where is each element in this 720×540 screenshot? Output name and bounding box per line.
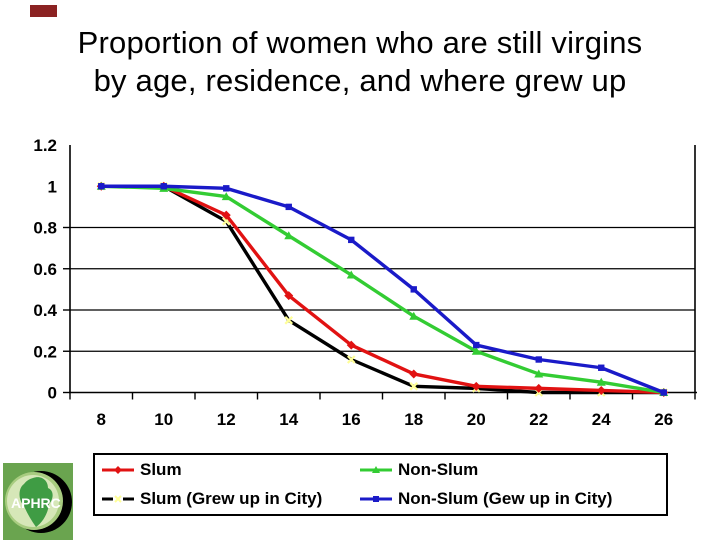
y-axis-label: 1 [48,177,57,196]
aphrc-logo-icon: APHRC [3,463,73,540]
series-non-slum-gew-up-in-city-marker [598,364,605,371]
series-slum-grew-up-in-city-marker [284,316,294,325]
page-title-line1: Proportion of women who are still virgin… [77,25,643,60]
aphrc-logo: APHRC [3,463,73,540]
series-non-slum-marker [221,192,231,201]
x-axis-label: 26 [654,410,673,429]
series-slum-grew-up-in-city-marker [409,382,419,391]
legend-item-slum: Slum [101,460,359,480]
series-slum-marker [596,385,606,395]
series-slum-grew-up-in-city-marker [346,355,356,364]
series-non-slum-gew-up-in-city-marker [535,356,542,363]
y-axis-label: 0 [48,384,57,403]
series-non-slum-gew-up-in-city-marker [410,286,417,293]
series-non-slum-gew-up-in-city-marker [348,236,355,244]
x-axis-label: 16 [342,410,361,429]
series-slum-grew-up-in-city-line [101,184,664,395]
x-axis-label: 10 [154,410,173,429]
legend-swatch-slum-icon [102,465,134,474]
series-slum-marker [534,383,544,393]
series-non-slum-gew-up-in-city-marker [160,183,167,190]
legend-swatch-slum-grew-up-in-city-icon [102,495,134,503]
y-axis-label: 0.8 [33,219,57,238]
series-slum-line [101,184,664,395]
legend-item-slum-grew-up-in-city: Slum (Grew up in City) [101,489,359,509]
legend-swatch-shape [372,465,380,473]
series-non-slum-marker [409,311,419,320]
x-axis-label: 20 [467,410,486,429]
legend-swatch-shape [114,465,122,474]
series-slum-marker [346,340,356,350]
series-non-slum-marker [534,369,544,378]
legend-label-slum-grew-up-in-city: Slum (Grew up in City) [140,489,323,509]
series-non-slum-gew-up-in-city-marker [98,183,105,190]
x-axis-label: 18 [404,410,423,429]
x-axis-label: 12 [217,410,236,429]
y-axis-label: 0.2 [33,342,57,361]
series-non-slum-marker [346,270,356,279]
series-non-slum-marker [596,377,606,386]
series-slum-marker [409,369,419,379]
legend-label-non-slum-gew-up-in-city: Non-Slum (Gew up in City) [398,489,613,509]
x-axis-label: 22 [529,410,548,429]
series-slum-marker [221,210,231,220]
aphrc-logo-text: APHRC [11,495,61,511]
legend-swatch-shape [114,495,122,503]
y-axis-label: 1.2 [33,136,57,155]
series-non-slum-gew-up-in-city-marker [660,389,667,396]
series-non-slum-marker [471,346,481,355]
y-axis-label: 0.6 [33,260,57,279]
page-title-line2: by age, residence, and where grew up [93,63,627,98]
series-slum-marker [471,381,481,391]
legend-swatch-non-slum-icon [360,465,392,473]
series-non-slum-line [101,184,665,395]
series-non-slum-gew-up-in-city-marker [473,341,480,349]
series-non-slum-marker [284,231,294,240]
legend-item-non-slum-gew-up-in-city: Non-Slum (Gew up in City) [359,489,666,509]
y-axis-label: 0.4 [33,301,57,320]
series-slum-marker [284,291,294,301]
series-non-slum-gew-up-in-city-marker [285,203,292,211]
series-non-slum-gew-up-in-city-line [101,184,665,395]
x-axis-label: 14 [279,410,298,429]
legend-label-non-slum: Non-Slum [398,459,479,479]
x-axis-label: 24 [592,410,611,429]
slide-accent-bar [30,5,57,17]
legend-swatch-non-slum-gew-up-in-city-icon [360,496,392,503]
legend-label-slum: Slum [140,459,182,479]
x-axis-label: 8 [97,410,106,429]
legend-swatch-shape [373,496,379,503]
chart-legend: Slum Slum (Grew up in City) Non-Slum Non… [93,453,668,516]
series-non-slum-gew-up-in-city-marker [223,185,230,192]
page-title: Proportion of women who are still virgin… [0,24,720,100]
legend-item-non-slum: Non-Slum [359,460,666,480]
